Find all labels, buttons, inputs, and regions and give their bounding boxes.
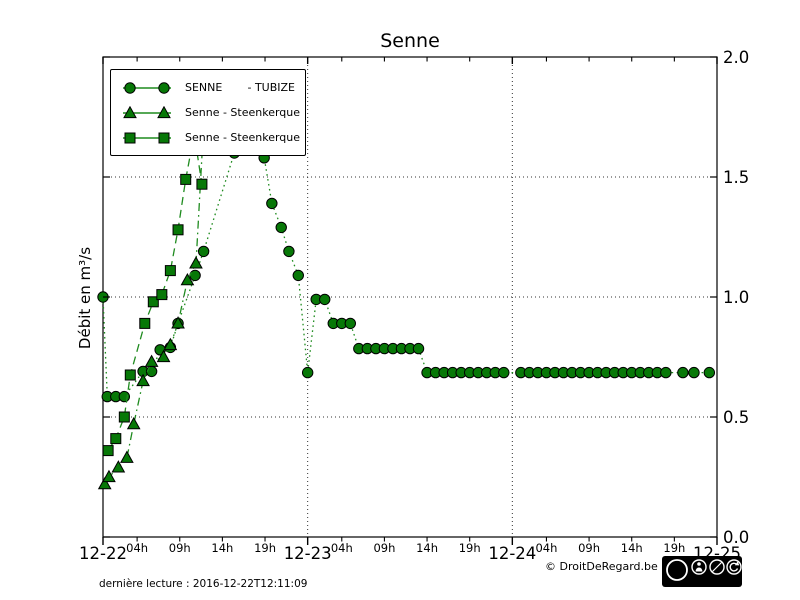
marker-circle (197, 245, 210, 258)
marker-triangle (189, 256, 203, 269)
cc-logo-text: CC (670, 566, 684, 577)
marker-triangle (136, 373, 150, 387)
x-hour-label: 09h (169, 541, 191, 555)
marker-square (158, 132, 170, 143)
legend-entry-tubize: SENNE - TUBIZE (119, 81, 297, 95)
marker-square (180, 173, 192, 185)
x-hour-label: 04h (331, 541, 353, 555)
copyright-text: © DroitDeRegard.be (545, 560, 658, 573)
marker-square (196, 178, 208, 190)
x-hour-label: 09h (578, 541, 600, 555)
cc-logo-icon (666, 559, 688, 581)
cc-nc-icon: $ NC (709, 559, 725, 587)
marker-circle (118, 390, 131, 403)
x-day-label: 12-22 (79, 544, 127, 563)
x-hour-label: 04h (126, 541, 148, 555)
marker-circle (677, 366, 689, 379)
marker-triangle (163, 337, 178, 351)
marker-triangle (171, 316, 185, 329)
y-tick-label: 0.0 (723, 528, 749, 547)
marker-square (124, 369, 136, 381)
x-hour-label: 19h (459, 541, 481, 555)
marker-circle (660, 366, 672, 379)
x-hour-label: 04h (535, 541, 557, 555)
last-reading-text: dernière lecture : 2016-12-22T12:11:09 (99, 578, 308, 590)
chart-title: Senne (380, 30, 440, 52)
x-hour-label: 19h (254, 541, 276, 555)
marker-square (110, 433, 122, 445)
marker-circle (301, 366, 314, 379)
series-markers-square (102, 128, 208, 457)
legend-entry-steenkerque-2: Senne - Steenkerque (119, 131, 301, 145)
series-markers-triangle (97, 102, 212, 490)
marker-square (164, 265, 176, 277)
marker-triangle (120, 450, 134, 463)
cc-nc-label: NC (713, 581, 721, 587)
x-hour-label: 14h (211, 541, 233, 555)
marker-circle (266, 197, 278, 210)
legend-label-senne: SENNE (185, 81, 223, 94)
legend-label-steenkerque-1: Senne - Steenkerque (185, 106, 301, 119)
marker-circle (344, 317, 357, 330)
x-hour-label: 09h (373, 541, 395, 555)
marker-square (118, 411, 130, 423)
marker-triangle (102, 469, 116, 483)
y-tick-label: 1.0 (723, 288, 749, 307)
cc-sa-label: SA (730, 581, 738, 587)
marker-triangle (180, 272, 195, 286)
y-tick-label: 1.5 (723, 168, 749, 187)
marker-circle (319, 293, 331, 306)
marker-triangle (157, 105, 171, 118)
x-hour-label: 14h (416, 541, 438, 555)
marker-circle (158, 81, 170, 94)
marker-triangle (111, 460, 126, 473)
marker-triangle (144, 354, 159, 367)
marker-square (139, 317, 151, 329)
marker-circle (703, 366, 716, 379)
cc-by-icon: BY (691, 559, 707, 587)
legend-label-tubize: - TUBIZE (247, 81, 295, 94)
marker-square (156, 289, 168, 301)
cc-sa-icon: SA (726, 559, 742, 587)
marker-circle (124, 81, 136, 94)
legend-entry-steenkerque-1: Senne - Steenkerque (119, 105, 301, 120)
marker-square (102, 445, 114, 457)
footer-status: dernière lecture : 2016-12-22T12:11:09 d… (99, 556, 307, 600)
marker-circle (688, 366, 700, 379)
legend-circle-marker-icon (123, 81, 171, 94)
marker-circle (292, 269, 304, 282)
marker-triangle (123, 105, 137, 118)
marker-triangle (97, 476, 112, 490)
marker-triangle (156, 349, 171, 363)
marker-circle (283, 245, 295, 258)
legend-triangle-marker-icon (123, 105, 171, 118)
x-hour-label: 14h (621, 541, 643, 555)
marker-circle (189, 269, 201, 282)
legend-label-steenkerque-2: Senne - Steenkerque (185, 131, 301, 144)
marker-circle (275, 221, 287, 234)
cc-license-badge: CC BY $ NC SA (662, 556, 742, 587)
marker-circle (498, 366, 510, 379)
cc-by-label: BY (696, 581, 703, 587)
y-tick-label: 2.0 (723, 48, 749, 67)
x-hour-label: 19h (663, 541, 685, 555)
y-tick-label: 0.5 (723, 408, 749, 427)
legend: SENNE - TUBIZE Senne - Steenkerque Senne … (110, 69, 306, 156)
marker-square (124, 132, 136, 143)
x-day-label: 12-24 (488, 544, 536, 563)
marker-square (172, 224, 184, 236)
x-day-label: 12-23 (284, 544, 332, 563)
marker-triangle (126, 416, 141, 430)
legend-square-marker-icon (123, 132, 171, 143)
marker-circle (412, 342, 425, 355)
marker-square (147, 296, 159, 308)
